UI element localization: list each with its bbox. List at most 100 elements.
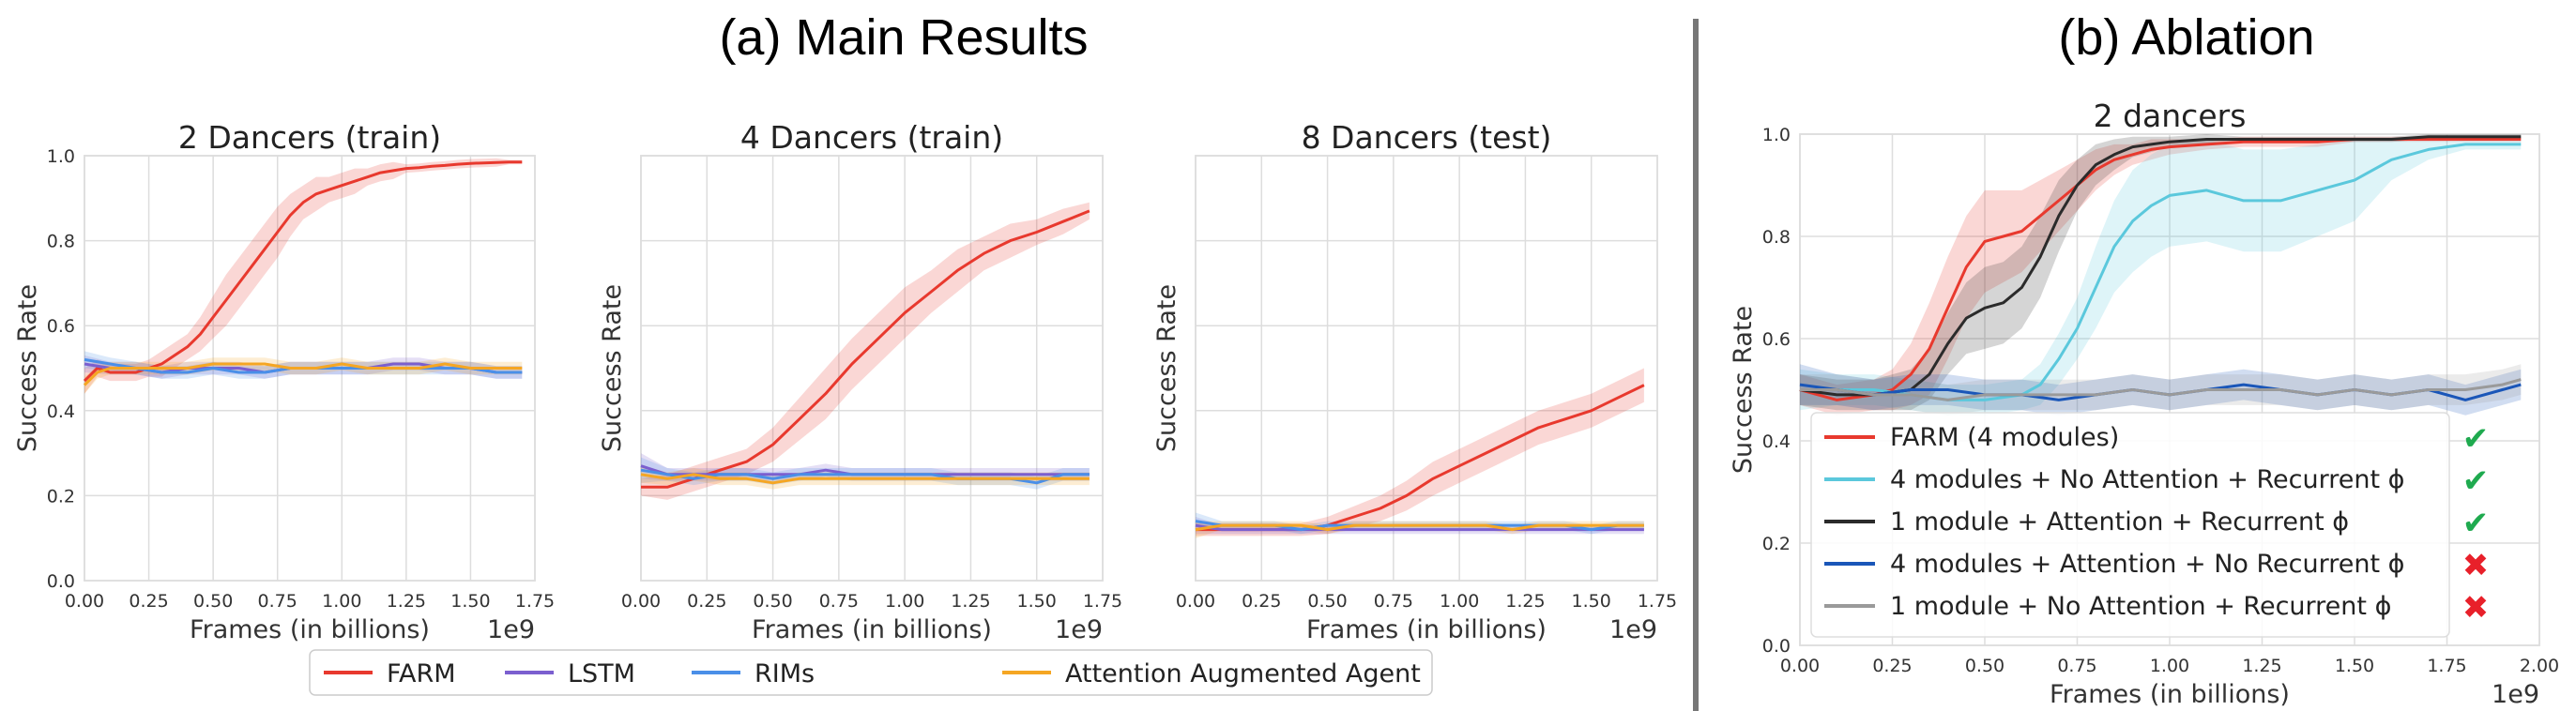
plot-2: 0.00 0.25 0.50 0.75 1.00 1.25 1.50 1.75 4 Dancer… [598, 119, 1122, 644]
series-band [1800, 134, 2522, 411]
x-tick-label: 0.75 [1374, 591, 1413, 612]
x-tick-label: 0.50 [753, 591, 792, 612]
x-tick-label: 0.00 [65, 591, 104, 612]
legend-box [1810, 412, 2450, 638]
check-mark-icon: ✔ [2462, 462, 2490, 500]
plot-title: 2 dancers [2094, 98, 2247, 134]
x-axis-label: Frames (in billions) [190, 615, 430, 644]
y-axis-label: Success Rate [13, 284, 42, 452]
plots: 0.00 0.25 0.50 0.75 1.00 1.25 1.50 1.750.00.20.… [13, 98, 2559, 709]
section-title-ablation: (b) Ablation [2058, 9, 2314, 66]
legend-label: 4 modules + Attention + No Recurrent ϕ [1890, 550, 2404, 579]
y-tick-label: 0.6 [47, 316, 75, 337]
plot-4: 0.00 0.25 0.50 0.75 1.00 1.25 1.50 1.75 2.00 0.0 0… [1729, 98, 2559, 709]
plot-title: 4 Dancers (train) [740, 119, 1003, 156]
y-tick-label: 0.8 [47, 232, 75, 252]
legend-box [309, 649, 1433, 696]
series-line [640, 473, 1090, 485]
cross-mark-icon: ✖ [2462, 547, 2490, 584]
x-scale-label: 1e9 [487, 615, 535, 644]
series-band [1800, 139, 2522, 416]
legend-label: FARM (4 modules) [1890, 423, 2119, 452]
y-tick-label: 0.2 [1762, 534, 1791, 554]
x-tick-label: 0.00 [1780, 656, 1820, 676]
x-tick-label: 1.00 [885, 591, 924, 612]
legend-label: FARM [387, 659, 456, 688]
x-tick-label: 1.75 [1638, 591, 1677, 612]
y-tick-label: 0.0 [1762, 636, 1791, 657]
x-tick-label: 1.25 [387, 591, 426, 612]
x-tick-label: 1.25 [951, 591, 990, 612]
y-axis-label: Success Rate [598, 284, 627, 452]
x-tick-label: 1.00 [2150, 656, 2189, 676]
y-tick-label: 0.0 [47, 571, 75, 592]
plot-frame [640, 155, 1104, 582]
x-axis-label: Frames (in billions) [752, 615, 992, 644]
plot-frame [1195, 155, 1658, 582]
series-band [1800, 364, 2522, 416]
x-tick-label: 0.50 [1307, 591, 1347, 612]
x-tick-label: 0.00 [621, 591, 661, 612]
ablation-legend: FARM (4 modules) ✔ 4 modules + No Attentio… [1810, 412, 2490, 638]
x-tick-label: 0.75 [258, 591, 297, 612]
plot-1: 0.00 0.25 0.50 0.75 1.00 1.25 1.50 1.75 0.0 0.2 0.… [13, 119, 555, 644]
x-tick-label: 0.50 [193, 591, 233, 612]
x-tick-label: 1.25 [2242, 656, 2281, 676]
x-tick-label: 2.00 [2520, 656, 2559, 676]
series-line [1195, 523, 1644, 532]
x-tick-label: 1.50 [2335, 656, 2374, 676]
x-tick-label: 1.75 [1083, 591, 1122, 612]
x-scale-label: 1e9 [2492, 680, 2539, 709]
x-scale-label: 1e9 [1055, 615, 1103, 644]
y-tick-label: 0.2 [47, 486, 75, 507]
series-band [1800, 364, 2522, 416]
y-tick-label: 0.8 [1762, 227, 1791, 248]
x-axis-label: Frames (in billions) [1306, 615, 1547, 644]
series-band [1800, 136, 2522, 416]
legend-label: 1 module + No Attention + Recurrent ϕ [1890, 592, 2391, 621]
y-tick-label: 0.6 [1762, 329, 1791, 350]
check-mark-icon: ✔ [2462, 420, 2490, 458]
plot-title: 2 Dancers (train) [178, 119, 441, 156]
cross-mark-icon: ✖ [2462, 589, 2490, 627]
series-line [1800, 378, 2522, 401]
series-band [84, 158, 523, 394]
y-tick-label: 1.0 [47, 146, 75, 167]
legend-label: 4 modules + No Attention + Recurrent ϕ [1890, 465, 2404, 494]
x-tick-label: 0.25 [1242, 591, 1281, 612]
x-tick-label: 1.50 [1572, 591, 1611, 612]
check-mark-icon: ✔ [2462, 505, 2490, 542]
x-tick-label: 1.75 [2427, 656, 2466, 676]
x-tick-label: 0.75 [2057, 656, 2096, 676]
section-title-main: (a) Main Results [719, 9, 1088, 66]
x-tick-label: 1.50 [1017, 591, 1057, 612]
series-line [641, 209, 1090, 489]
y-axis-label: Success Rate [1152, 284, 1181, 452]
series-line [83, 160, 523, 383]
legend-label: 1 module + Attention + Recurrent ϕ [1890, 507, 2349, 537]
y-tick-label: 0.4 [1762, 431, 1791, 452]
legend-label: LSTM [568, 659, 635, 688]
x-tick-label: 1.75 [515, 591, 555, 612]
x-tick-label: 0.25 [129, 591, 168, 612]
x-tick-label: 0.25 [1872, 656, 1912, 676]
legend-label: RIMs [755, 659, 815, 688]
x-tick-label: 1.50 [450, 591, 490, 612]
series-band [1196, 368, 1644, 537]
plot-title: 8 Dancers (test) [1302, 119, 1552, 156]
x-tick-label: 0.25 [687, 591, 726, 612]
y-tick-label: 1.0 [1762, 125, 1791, 145]
y-tick-label: 0.4 [47, 401, 75, 422]
x-tick-label: 1.25 [1505, 591, 1545, 612]
x-tick-label: 0.50 [1965, 656, 2004, 676]
x-tick-label: 0.00 [1176, 591, 1215, 612]
series-line [1799, 135, 2522, 397]
x-tick-label: 1.00 [1440, 591, 1479, 612]
x-scale-label: 1e9 [1609, 615, 1657, 644]
series-line [83, 362, 523, 386]
series-line [1195, 523, 1644, 532]
x-tick-label: 1.00 [322, 591, 361, 612]
legend-label: Attention Augmented Agent [1065, 659, 1421, 688]
x-axis-label: Frames (in billions) [2050, 680, 2290, 709]
